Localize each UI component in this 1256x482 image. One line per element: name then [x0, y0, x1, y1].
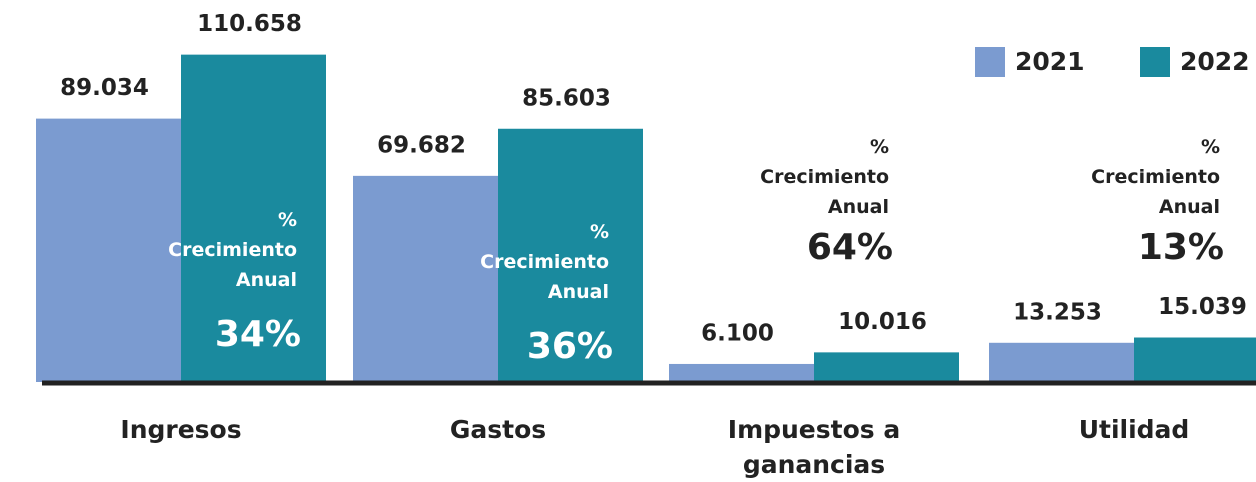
legend-swatch [975, 47, 1005, 77]
growth-label: 36% [526, 326, 613, 367]
value-label: 10.016 [838, 309, 927, 335]
value-label: 85.603 [522, 85, 611, 111]
bar [814, 352, 959, 382]
x-tick-label: Ingresos [120, 415, 242, 444]
growth-label: 34% [214, 314, 301, 355]
growth-caption: % Crecimiento Anual [168, 209, 297, 291]
bar [36, 118, 181, 382]
growth-caption: % Crecimiento Anual [480, 221, 609, 303]
value-label: 110.658 [197, 11, 302, 37]
bar [669, 363, 814, 382]
bar [1134, 337, 1256, 382]
growth-label: 64% [806, 227, 893, 268]
value-label: 13.253 [1013, 299, 1102, 325]
growth-caption: % Crecimiento Anual [1091, 136, 1220, 218]
x-tick-label: Impuestos a ganancias [727, 415, 901, 479]
x-tick-label: Utilidad [1078, 415, 1190, 444]
value-label: 6.100 [701, 320, 774, 346]
bar [181, 54, 326, 382]
growth-label: 13% [1137, 227, 1224, 268]
value-label: 15.039 [1158, 294, 1247, 320]
bar [353, 175, 498, 382]
legend-swatch [1140, 47, 1170, 77]
x-tick-label: Gastos [449, 415, 547, 444]
value-label: 69.682 [377, 132, 466, 158]
value-label: 89.034 [60, 75, 149, 101]
bar [498, 128, 643, 382]
bar [989, 342, 1134, 382]
legend-label: 2022 [1180, 47, 1250, 76]
growth-caption: % Crecimiento Anual [760, 136, 889, 218]
legend-label: 2021 [1015, 47, 1085, 76]
